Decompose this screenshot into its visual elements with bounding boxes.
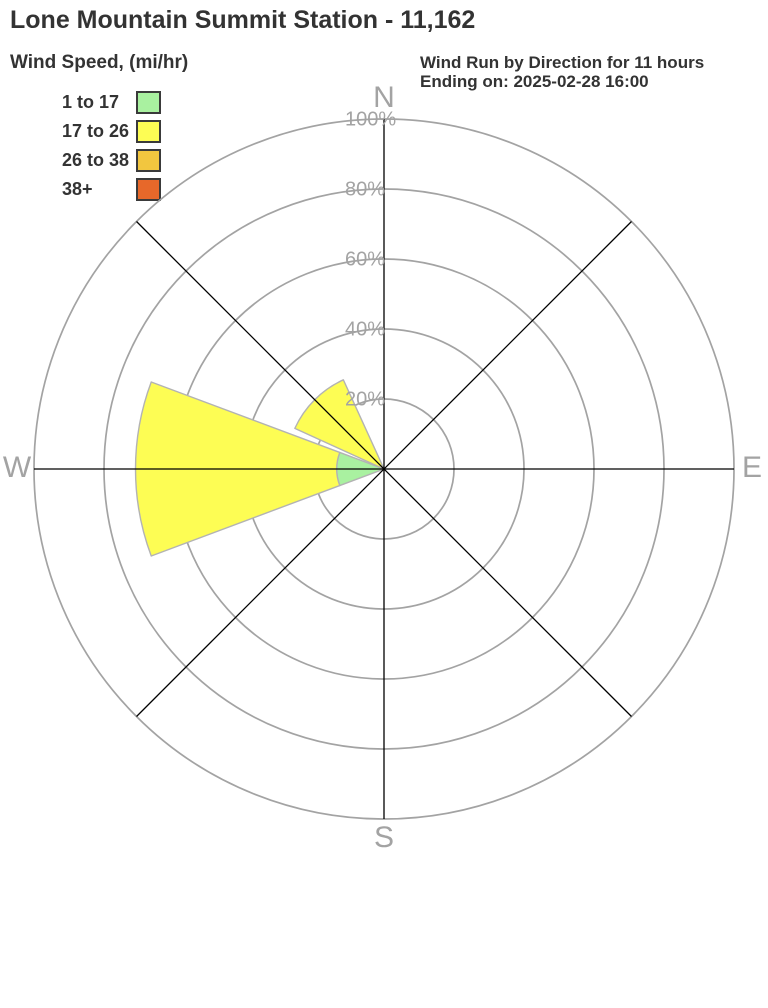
legend-swatch-yellow [136,120,161,143]
wind-speed-legend: Wind Speed, (mi/hr) 1 to 17 17 to 26 26 … [10,52,188,204]
compass-label-S: S [374,821,394,854]
legend-swatch-orange [136,178,161,201]
compass-label-W: W [3,451,32,484]
legend-item: 17 to 26 [10,117,188,146]
chart-subtitle: Wind Run by Direction for 11 hours Endin… [420,53,704,91]
compass-label-E: E [742,451,762,484]
legend-swatch-green [136,91,161,114]
legend-title: Wind Speed, (mi/hr) [10,52,189,73]
legend-item-label: 17 to 26 [62,121,130,141]
radial-tick-label: 20% [345,388,385,410]
page-title: Lone Mountain Summit Station - 11,162 [10,6,476,34]
radial-tick-label: 60% [345,248,385,270]
compass-label-N: N [373,81,395,114]
legend-item-label: 26 to 38 [62,150,130,170]
chart-subtitle-line1: Wind Run by Direction for 11 hours [420,53,705,72]
legend-item-label: 1 to 17 [62,92,120,112]
legend-item: 1 to 17 [10,88,188,117]
radial-tick-label: 40% [345,318,385,340]
legend-item: 26 to 38 [10,146,188,175]
radial-tick-label: 100% [345,108,396,130]
legend-swatch-amber [136,149,161,172]
chart-subtitle-line2: Ending on: 2025-02-28 16:00 [420,72,649,91]
legend-item-label: 38+ [62,179,93,199]
axis-spoke [136,221,632,717]
legend-item: 38+ [10,175,188,204]
radial-tick-label: 80% [345,178,385,200]
